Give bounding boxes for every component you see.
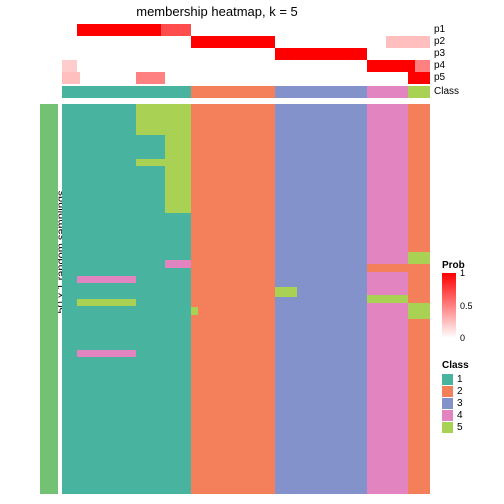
class-bar-seg <box>191 86 276 98</box>
prob-legend-title: Prob <box>442 260 498 271</box>
p-segment <box>62 60 77 72</box>
heatmap-col <box>136 104 165 494</box>
p-segment <box>275 48 367 60</box>
heatmap-mark <box>408 319 430 495</box>
class-legend-title: Class <box>442 360 498 371</box>
class-legend-item: 1 <box>442 374 498 385</box>
p-row: p3 <box>62 48 430 60</box>
prob-tick: 1 <box>460 268 465 278</box>
class-bar-seg <box>367 86 407 98</box>
class-label: 4 <box>457 410 463 421</box>
heatmap-mark <box>408 264 430 303</box>
heatmap-mark <box>367 295 407 303</box>
class-bar-label: Class <box>434 86 459 97</box>
class-swatch <box>442 386 453 397</box>
heatmap-col <box>191 104 198 494</box>
p-segment <box>415 60 430 72</box>
p-row-label: p3 <box>434 48 445 59</box>
p-row: p1 <box>62 24 430 36</box>
p-row: p4 <box>62 60 430 72</box>
p-row-label: p5 <box>434 72 445 83</box>
class-legend: Class 12345 <box>442 360 498 434</box>
class-swatch <box>442 374 453 385</box>
heatmap-mark <box>367 264 407 272</box>
class-label: 2 <box>457 386 463 397</box>
class-legend-item: 5 <box>442 422 498 433</box>
p-row-label: p1 <box>434 24 445 35</box>
p-segment <box>161 24 190 36</box>
p-segment <box>386 36 430 48</box>
p-row: p5 <box>62 72 430 84</box>
membership-rows: p1p2p3p4p5 <box>62 24 430 84</box>
heatmap-mark <box>77 350 136 357</box>
heatmap-mark <box>136 159 165 167</box>
heatmap-mark <box>408 104 430 252</box>
class-label: 5 <box>457 422 463 433</box>
heatmap-mark <box>275 287 297 297</box>
heatmap-col <box>408 104 430 494</box>
class-bar-seg <box>62 86 191 98</box>
p-segment <box>367 60 415 72</box>
heatmap-col <box>77 104 136 494</box>
sampling-sidebar <box>40 104 58 494</box>
class-swatch <box>442 410 453 421</box>
heatmap-mark <box>77 299 136 306</box>
heatmap-mark <box>165 104 191 213</box>
class-legend-item: 4 <box>442 410 498 421</box>
class-bar-seg <box>408 86 430 98</box>
prob-tick: 0.5 <box>460 301 473 311</box>
p-segment <box>62 72 80 84</box>
chart-title: membership heatmap, k = 5 <box>0 4 434 19</box>
heatmap-col <box>198 104 275 494</box>
p-segment <box>191 36 276 48</box>
prob-legend: Prob 10.50 <box>442 260 498 338</box>
heatmap-mark <box>165 260 191 268</box>
p-row: p2 <box>62 36 430 48</box>
class-swatch <box>442 398 453 409</box>
class-swatch <box>442 422 453 433</box>
p-segment <box>408 72 430 84</box>
p-row-label: p4 <box>434 60 445 71</box>
class-bar-seg <box>275 86 367 98</box>
main-heatmap <box>62 104 430 494</box>
prob-gradient: 10.50 <box>442 273 456 338</box>
p-segment <box>136 72 165 84</box>
heatmap-mark <box>77 276 136 283</box>
heatmap-col <box>297 104 367 494</box>
heatmap-col <box>165 104 191 494</box>
class-legend-item: 2 <box>442 386 498 397</box>
heatmap-col <box>62 104 77 494</box>
heatmap-mark <box>136 104 165 135</box>
class-bar: Class <box>62 86 430 98</box>
class-label: 3 <box>457 398 463 409</box>
prob-tick: 0 <box>460 333 465 343</box>
p-segment <box>77 24 162 36</box>
heatmap-col <box>367 104 407 494</box>
p-row-label: p2 <box>434 36 445 47</box>
class-label: 1 <box>457 374 463 385</box>
plot-area: p1p2p3p4p5 Class <box>40 24 430 494</box>
heatmap-col <box>275 104 297 494</box>
heatmap-mark <box>191 307 198 315</box>
class-legend-item: 3 <box>442 398 498 409</box>
